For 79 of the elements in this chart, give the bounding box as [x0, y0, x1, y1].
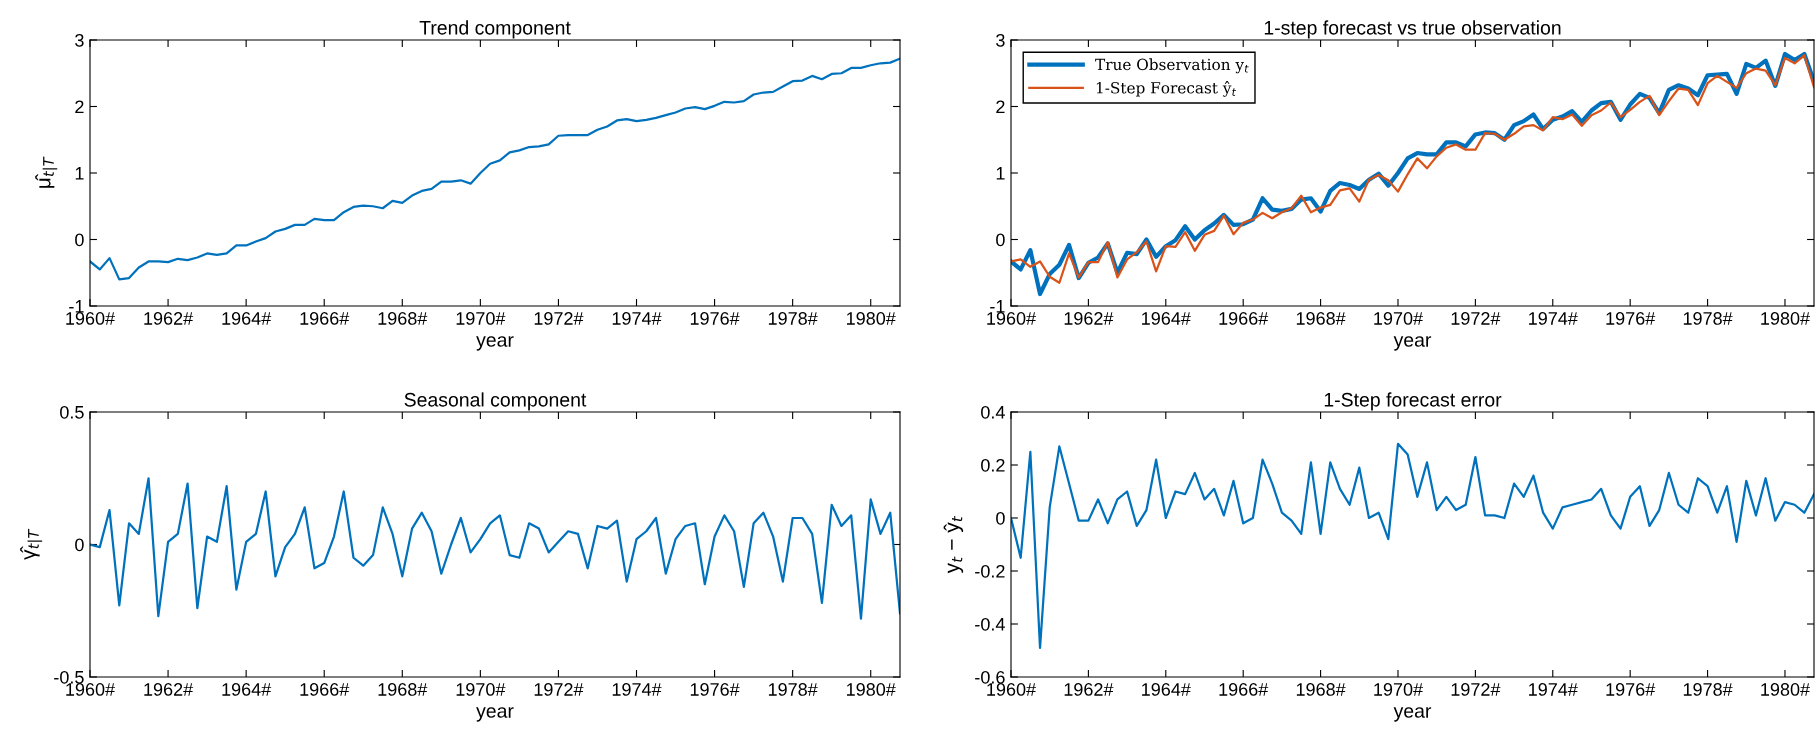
y-tick-label: 0.2 [981, 458, 1005, 472]
x-tick-label: 1966# [1219, 312, 1269, 325]
x-tick-label: 1962# [144, 312, 194, 325]
x-tick-label: 1968# [1296, 683, 1346, 696]
x-tick-label: 1980# [847, 683, 896, 696]
x-axis-title: year [1393, 707, 1432, 722]
x-tick-label: 1974# [1529, 312, 1578, 325]
x-tick-label: 1964# [222, 683, 272, 696]
x-tick-label: 1972# [534, 312, 584, 325]
y-tick-label: 0 [75, 538, 84, 552]
x-tick-label: 1976# [1606, 312, 1656, 325]
x-tick-label: 1970# [456, 683, 506, 696]
x-tick-label: 1968# [378, 683, 428, 696]
x-tick-label: 1972# [534, 683, 584, 696]
x-tick-label: 1976# [690, 683, 740, 696]
x-tick-label: 1978# [1683, 683, 1733, 696]
x-tick-label: 1968# [1296, 312, 1346, 325]
x-tick-label: 1980# [1761, 312, 1810, 325]
x-tick-label: 1972# [1451, 683, 1501, 696]
y-tick-label: 2 [996, 100, 1005, 114]
y-tick-label: -0.5 [54, 670, 84, 684]
x-tick-label: 1974# [1529, 683, 1578, 696]
x-tick-label: 1976# [1606, 683, 1656, 696]
x-tick-label: 1978# [1683, 312, 1733, 325]
line-series [90, 57, 900, 281]
y-tick-label: 0.4 [981, 405, 1005, 419]
x-tick-label: 1966# [300, 312, 350, 325]
x-tick-label: 1966# [1219, 683, 1269, 696]
x-tick-label: 1960# [987, 683, 1037, 696]
x-tick-label: 1980# [1761, 683, 1810, 696]
y-tick-label: -0.4 [975, 617, 1005, 631]
legend-label: 1-Step Forecast ŷ$_{t}$ [1096, 81, 1237, 97]
x-tick-label: 1960# [987, 312, 1037, 325]
x-tick-label: 1962# [1064, 683, 1114, 696]
y-tick-label: -1 [990, 300, 1005, 313]
y-tick-label: 0 [75, 233, 84, 247]
x-tick-label: 1976# [690, 312, 740, 325]
x-tick-label: 1968# [378, 312, 428, 325]
x-axis-title: year [476, 707, 514, 722]
x-tick-label: 1970# [456, 312, 506, 325]
x-tick-label: 1962# [1064, 312, 1114, 325]
line-series [1011, 442, 1814, 649]
x-tick-label: 1962# [144, 683, 194, 696]
x-tick-label: 1974# [612, 312, 662, 325]
y-tick-label: 3 [75, 33, 84, 47]
chart-title: Trend component [419, 20, 571, 39]
y-tick-label: 0.5 [60, 405, 84, 419]
x-tick-label: 1974# [612, 683, 662, 696]
y-tick-label: 1 [75, 167, 84, 180]
y-tick-label: 1 [996, 167, 1005, 180]
y-tick-label: 0 [996, 511, 1005, 525]
x-tick-label: 1960# [66, 312, 116, 325]
y-axis-title: γ̂$_{t|T}$ [20, 528, 43, 560]
x-tick-label: 1970# [1374, 683, 1424, 696]
x-axis-title: year [1393, 336, 1432, 351]
x-tick-label: 1960# [66, 683, 116, 696]
x-axis-title: year [476, 336, 514, 351]
y-tick-label: -0.2 [975, 564, 1005, 578]
x-tick-label: 1964# [222, 312, 272, 325]
y-tick-label: 3 [996, 33, 1005, 47]
x-tick-label: 1980# [847, 312, 896, 325]
x-tick-label: 1966# [300, 683, 350, 696]
chart-title: 1-Step forecast error [1324, 392, 1502, 411]
x-tick-label: 1978# [768, 683, 818, 696]
y-tick-label: 2 [75, 100, 84, 114]
x-tick-label: 1978# [768, 312, 818, 325]
y-axis-title: μ̂$_{t|T}$ [35, 156, 58, 188]
legend-label: True Observation y$_{t}$ [1095, 58, 1249, 74]
chart-title: 1-step forecast vs true observation [1264, 20, 1561, 39]
x-tick-label: 1970# [1374, 312, 1424, 325]
x-tick-label: 1972# [1451, 312, 1501, 325]
x-tick-label: 1964# [1142, 683, 1191, 696]
y-axis-title: y$_{t}$ − ŷ$_{t}$ [943, 515, 964, 574]
x-tick-label: 1964# [1142, 312, 1191, 325]
line-series [90, 477, 900, 620]
y-tick-label: 0 [996, 233, 1005, 247]
y-tick-label: -0.6 [975, 670, 1005, 684]
chart-title: Seasonal component [404, 392, 587, 411]
y-tick-label: -1 [69, 300, 84, 313]
